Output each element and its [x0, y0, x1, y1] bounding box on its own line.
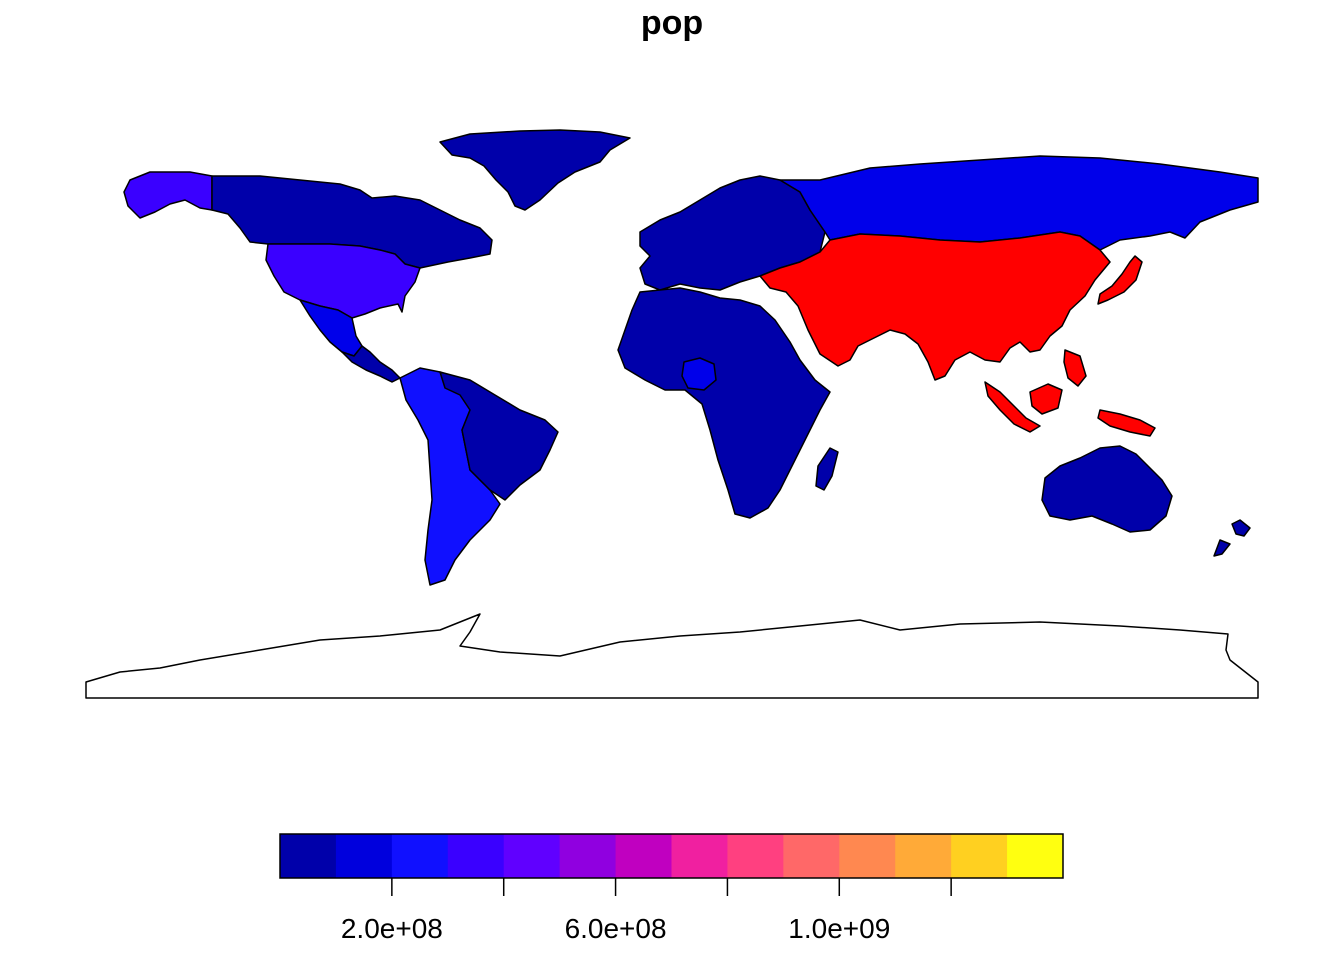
region-canada [211, 175, 493, 269]
legend-swatch [1007, 834, 1064, 878]
legend-swatch [615, 834, 672, 878]
legend-tick-label: 2.0e+08 [341, 913, 443, 944]
legend-tick-label: 1.0e+09 [788, 913, 890, 944]
legend-tick-label: 6.0e+08 [565, 913, 667, 944]
legend-swatch [783, 834, 840, 878]
legend-swatch [559, 834, 617, 878]
region-central-america [341, 345, 401, 383]
region-nigeria [681, 357, 717, 391]
legend-swatch [951, 834, 1008, 878]
region-africa [617, 287, 831, 519]
color-legend: 2.0e+08 6.0e+08 1.0e+09 [279, 833, 1064, 944]
region-new-zealand [1213, 519, 1251, 557]
region-asia [759, 231, 1111, 381]
legend-swatch [280, 834, 337, 878]
legend-swatch [391, 834, 449, 878]
legend-swatch [335, 834, 393, 878]
legend-swatch [839, 834, 896, 878]
region-brazil [439, 371, 559, 501]
map-title: pop [640, 4, 704, 42]
region-australia [1041, 445, 1173, 533]
legend-swatch [671, 834, 728, 878]
legend-swatch [503, 834, 561, 878]
region-madagascar [815, 447, 839, 491]
region-greenland [439, 129, 631, 211]
region-united-states [265, 243, 421, 319]
legend-swatch [447, 834, 505, 878]
region-southeast-asia-islands [984, 349, 1156, 437]
region-antarctica [85, 613, 1259, 699]
region-japan [1097, 255, 1143, 305]
legend-swatch [727, 834, 784, 878]
region-alaska [123, 171, 213, 219]
legend-swatch [895, 834, 952, 878]
legend-frame [279, 833, 1064, 879]
